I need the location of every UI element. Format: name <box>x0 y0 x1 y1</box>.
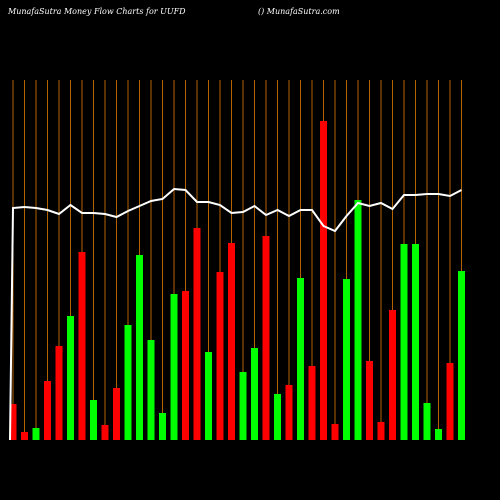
bar <box>101 425 109 440</box>
bar <box>21 432 28 440</box>
bar <box>78 252 86 440</box>
bar <box>113 388 120 440</box>
bar <box>446 363 454 440</box>
bar <box>354 200 362 440</box>
bar <box>9 404 17 440</box>
bar <box>366 361 373 440</box>
bar <box>67 316 74 440</box>
bar <box>389 310 396 440</box>
bar <box>251 348 258 440</box>
bar <box>343 279 350 440</box>
bar <box>331 424 339 440</box>
bar <box>285 385 293 440</box>
money-flow-line <box>9 187 462 441</box>
bar <box>400 244 408 440</box>
bar <box>147 340 155 440</box>
chart-title: MunafaSutra Money Flow Charts for UUFD <box>7 7 186 16</box>
bar <box>170 294 178 440</box>
bar <box>182 291 189 440</box>
bar <box>193 228 201 440</box>
bar <box>412 244 419 440</box>
bar <box>274 394 281 440</box>
bar <box>239 372 247 440</box>
bar <box>297 278 304 440</box>
bar <box>44 381 51 440</box>
bar <box>435 429 442 440</box>
bar <box>228 243 235 440</box>
bar <box>159 413 166 440</box>
bar <box>205 352 212 440</box>
chart-subtitle: () MunafaSutra.com <box>258 7 340 16</box>
bar <box>124 325 132 440</box>
bar <box>32 428 40 440</box>
bar <box>377 422 385 440</box>
bar <box>262 236 270 440</box>
bar <box>308 366 316 440</box>
bar <box>90 400 97 440</box>
bar <box>216 272 224 440</box>
bar <box>423 403 431 440</box>
bar <box>320 121 327 440</box>
bar <box>458 271 465 440</box>
bar <box>55 346 63 440</box>
bar <box>136 255 143 440</box>
